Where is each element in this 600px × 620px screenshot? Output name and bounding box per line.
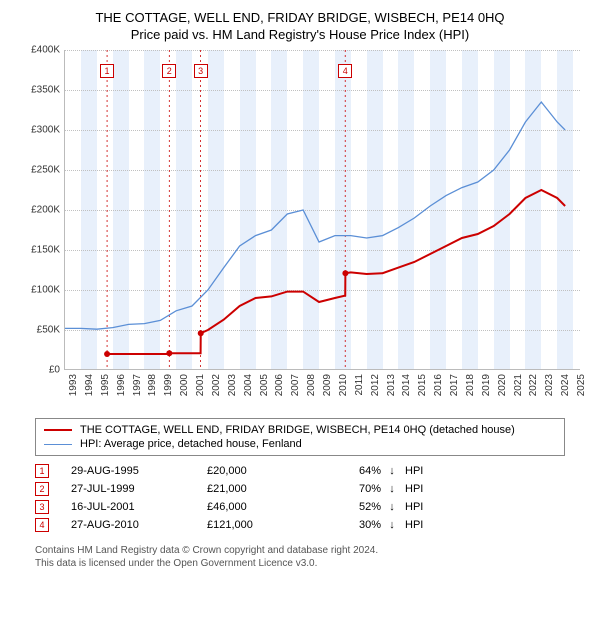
legend-swatch-hpi — [44, 444, 72, 445]
sale-point-dot — [198, 330, 204, 336]
sale-row: 2 27-JUL-1999 £21,000 70% ↓ HPI — [35, 480, 565, 498]
sale-date: 27-AUG-2010 — [53, 519, 203, 531]
sale-date: 29-AUG-1995 — [53, 465, 203, 477]
x-axis-label: 2019 — [481, 374, 492, 396]
legend-label-property: THE COTTAGE, WELL END, FRIDAY BRIDGE, WI… — [80, 424, 515, 436]
sale-point-dot — [104, 351, 110, 357]
down-arrow-icon: ↓ — [385, 483, 399, 495]
sale-pct: 64% — [321, 465, 381, 477]
chart-title-line2: Price paid vs. HM Land Registry's House … — [10, 27, 590, 42]
y-axis-label: £100K — [20, 285, 60, 296]
y-axis-label: £200K — [20, 205, 60, 216]
y-axis-label: £350K — [20, 85, 60, 96]
sale-row-marker: 1 — [35, 464, 49, 478]
y-axis-label: £50K — [20, 325, 60, 336]
x-axis-label: 2012 — [370, 374, 381, 396]
x-axis-label: 1996 — [116, 374, 127, 396]
legend-box: THE COTTAGE, WELL END, FRIDAY BRIDGE, WI… — [35, 418, 565, 456]
x-axis-label: 2004 — [243, 374, 254, 396]
sale-hpi-suffix: HPI — [403, 465, 565, 477]
sale-row: 4 27-AUG-2010 £121,000 30% ↓ HPI — [35, 516, 565, 534]
property-line — [107, 190, 565, 354]
chart-area: 1 2 3 4 £0 £50K £100K £150K £200K £250K £300K £350… — [20, 50, 580, 410]
x-axis-label: 2000 — [179, 374, 190, 396]
sale-point-dot — [342, 270, 348, 276]
sale-row-marker: 3 — [35, 500, 49, 514]
x-axis-label: 2015 — [417, 374, 428, 396]
sale-hpi-suffix: HPI — [403, 501, 565, 513]
x-axis-label: 1998 — [147, 374, 158, 396]
down-arrow-icon: ↓ — [385, 519, 399, 531]
legend-label-hpi: HPI: Average price, detached house, Fenl… — [80, 438, 302, 450]
sale-hpi-suffix: HPI — [403, 519, 565, 531]
x-axis-label: 2009 — [322, 374, 333, 396]
y-axis-label: £300K — [20, 125, 60, 136]
x-axis-label: 2024 — [560, 374, 571, 396]
down-arrow-icon: ↓ — [385, 465, 399, 477]
x-axis-label: 1995 — [100, 374, 111, 396]
x-axis-label: 2013 — [386, 374, 397, 396]
hpi-line — [65, 102, 565, 329]
sales-table: 1 29-AUG-1995 £20,000 64% ↓ HPI 2 27-JUL-1999 £2… — [35, 462, 565, 534]
y-axis-label: £0 — [20, 365, 60, 376]
x-axis-label: 2002 — [211, 374, 222, 396]
sale-price: £20,000 — [207, 465, 317, 477]
sale-row: 1 29-AUG-1995 £20,000 64% ↓ HPI — [35, 462, 565, 480]
x-axis-label: 2017 — [449, 374, 460, 396]
y-axis-label: £400K — [20, 45, 60, 56]
sale-hpi-suffix: HPI — [403, 483, 565, 495]
sale-price: £121,000 — [207, 519, 317, 531]
x-axis-label: 2003 — [227, 374, 238, 396]
sale-marker: 2 — [162, 64, 176, 78]
y-axis-label: £150K — [20, 245, 60, 256]
down-arrow-icon: ↓ — [385, 501, 399, 513]
legend-row-hpi: HPI: Average price, detached house, Fenl… — [44, 437, 556, 451]
x-axis-label: 1999 — [163, 374, 174, 396]
x-axis-label: 2025 — [576, 374, 587, 396]
sale-pct: 70% — [321, 483, 381, 495]
legend-row-property: THE COTTAGE, WELL END, FRIDAY BRIDGE, WI… — [44, 423, 556, 437]
x-axis-label: 2005 — [259, 374, 270, 396]
x-axis-label: 2023 — [544, 374, 555, 396]
x-axis-label: 2021 — [513, 374, 524, 396]
x-axis-label: 2011 — [354, 374, 365, 396]
x-axis-label: 2022 — [528, 374, 539, 396]
sale-point-dot — [166, 350, 172, 356]
legend-swatch-property — [44, 429, 72, 431]
x-axis-label: 2014 — [401, 374, 412, 396]
sale-price: £46,000 — [207, 501, 317, 513]
line-chart-svg — [65, 50, 581, 370]
sale-marker: 3 — [194, 64, 208, 78]
sale-marker: 4 — [338, 64, 352, 78]
footer-line2: This data is licensed under the Open Gov… — [35, 557, 565, 570]
x-axis-label: 2006 — [274, 374, 285, 396]
x-axis-label: 2018 — [465, 374, 476, 396]
sale-price: £21,000 — [207, 483, 317, 495]
sale-row: 3 16-JUL-2001 £46,000 52% ↓ HPI — [35, 498, 565, 516]
sale-row-marker: 4 — [35, 518, 49, 532]
x-axis-label: 2008 — [306, 374, 317, 396]
x-axis-label: 1993 — [68, 374, 79, 396]
chart-title-line1: THE COTTAGE, WELL END, FRIDAY BRIDGE, WI… — [10, 10, 590, 25]
x-axis-label: 2020 — [497, 374, 508, 396]
x-axis-label: 2016 — [433, 374, 444, 396]
y-axis-label: £250K — [20, 165, 60, 176]
x-axis-label: 1994 — [84, 374, 95, 396]
sale-marker: 1 — [100, 64, 114, 78]
x-axis-label: 1997 — [132, 374, 143, 396]
sale-date: 27-JUL-1999 — [53, 483, 203, 495]
sale-pct: 30% — [321, 519, 381, 531]
footer-line1: Contains HM Land Registry data © Crown c… — [35, 544, 565, 557]
x-axis-label: 2010 — [338, 374, 349, 396]
x-axis-label: 2001 — [195, 374, 206, 396]
footer-text: Contains HM Land Registry data © Crown c… — [35, 544, 565, 570]
sale-date: 16-JUL-2001 — [53, 501, 203, 513]
sale-pct: 52% — [321, 501, 381, 513]
x-axis-label: 2007 — [290, 374, 301, 396]
sale-row-marker: 2 — [35, 482, 49, 496]
plot-area: 1 2 3 4 — [64, 50, 580, 370]
